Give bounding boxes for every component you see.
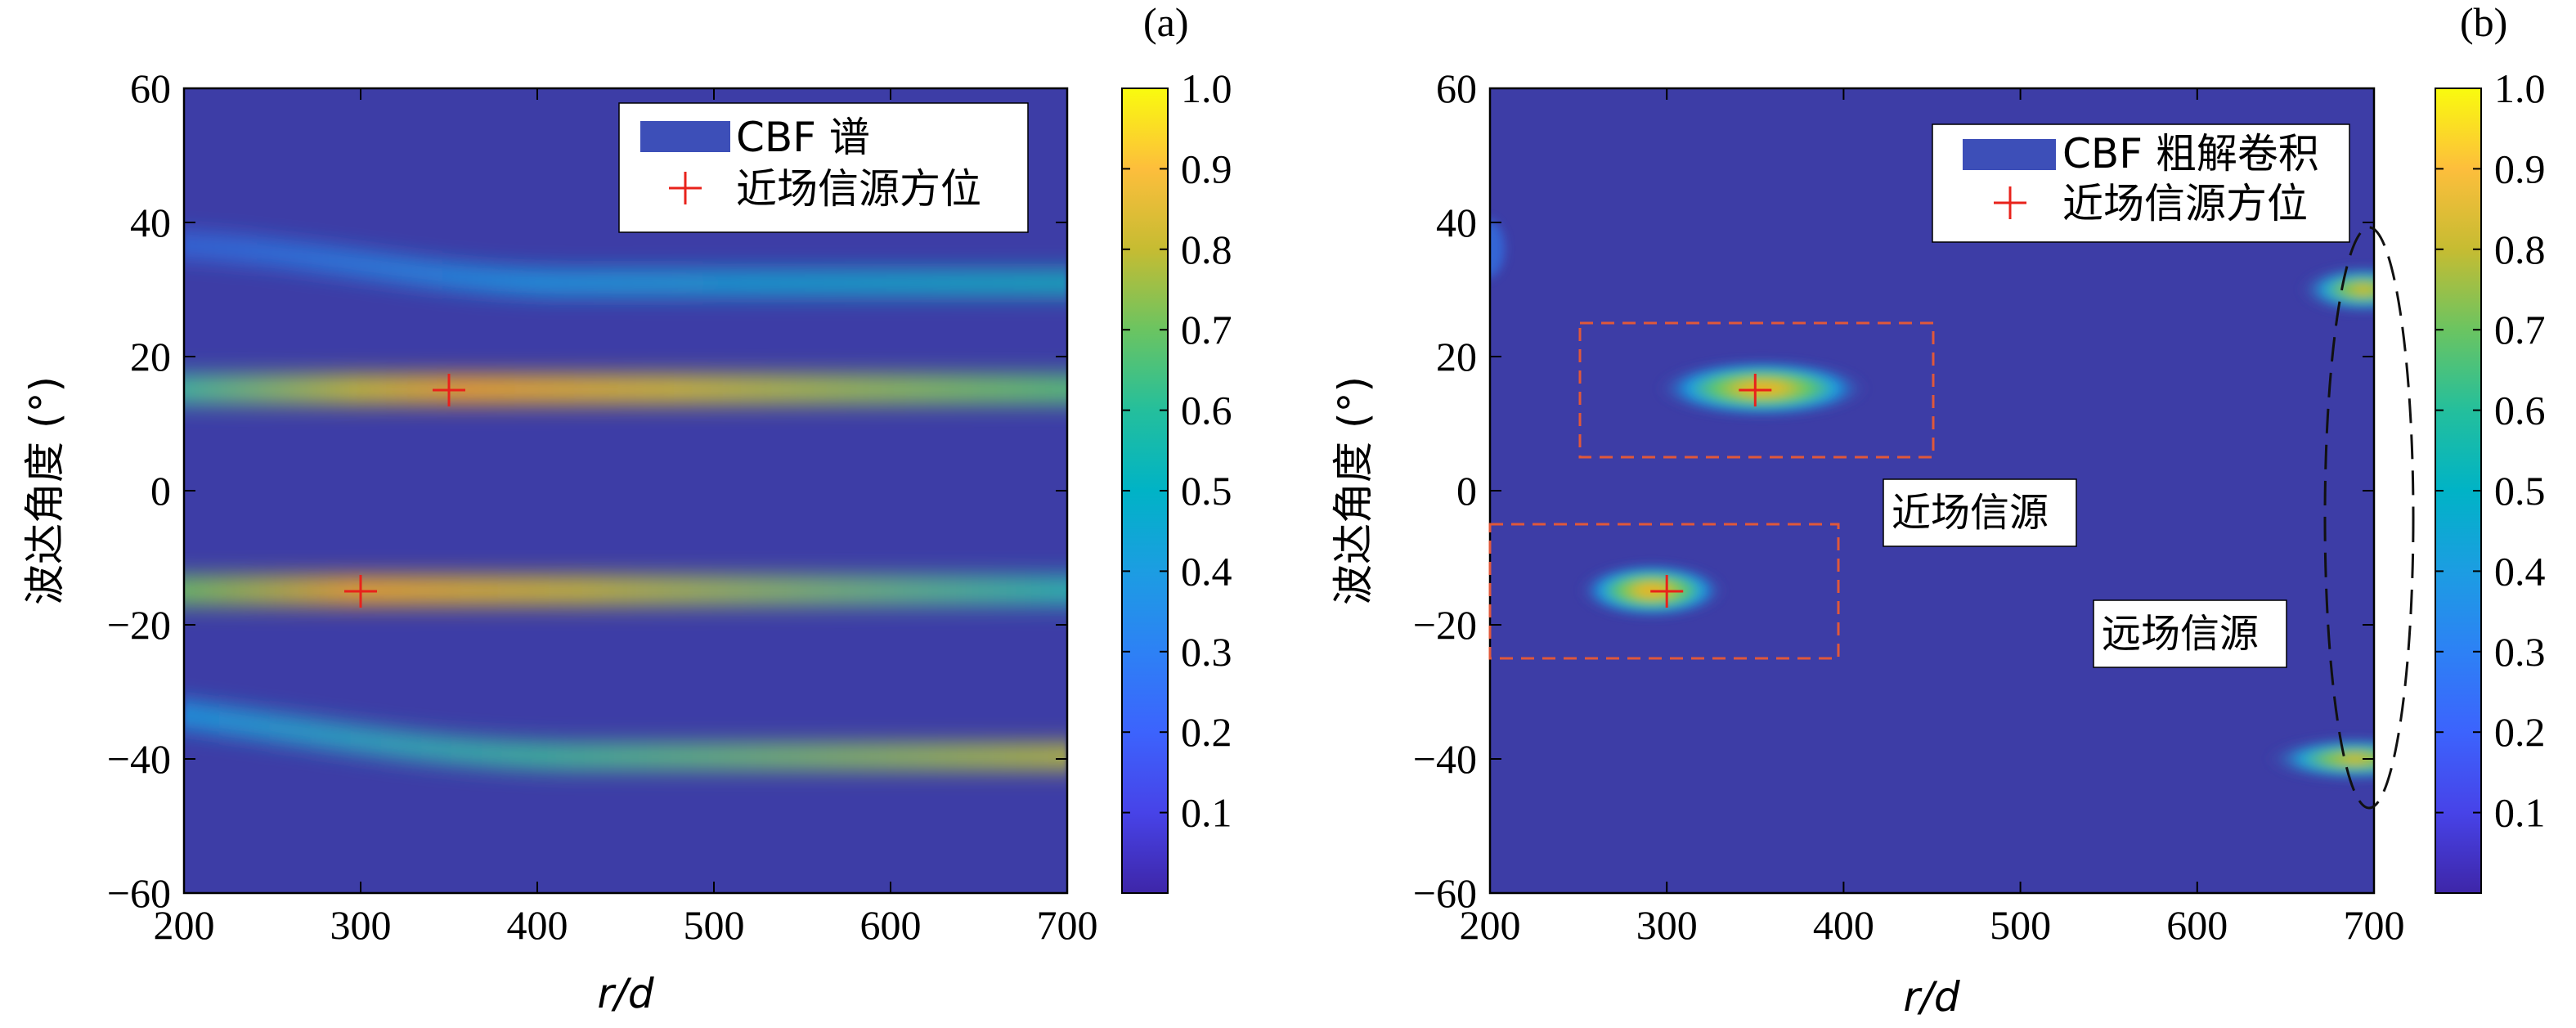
cb-tick-label-a: 0.5: [1181, 468, 1232, 514]
cb-tick-label-a: 1.0: [1181, 65, 1232, 111]
blob-b-far-m40: [2265, 736, 2374, 782]
annotation-near-box: [1883, 478, 2077, 547]
colorbar-ticks-a: 0.1 0.2 0.3 0.4 0.5 0.6 0.7 0.8 0.9 1.0: [1122, 65, 1232, 836]
legend-b-label-0: CBF 粗解卷积: [2062, 130, 2319, 177]
cb-tick-label-a: 0.1: [1181, 790, 1232, 836]
markers-b: [1650, 374, 1772, 608]
near-field-box-lower: [1488, 523, 1840, 660]
cb-tick-label-b: 0.9: [2494, 146, 2546, 191]
far-field-ellipse: [2323, 226, 2415, 810]
cb-tick-label-b: 0.1: [2494, 790, 2546, 836]
ytick-label-a: −60: [107, 870, 171, 916]
ytick-label-b: −60: [1413, 870, 1477, 916]
ridge-a-m15: [184, 577, 1067, 604]
ytick-label-a: 40: [130, 200, 171, 245]
legend-b: CBF 粗解卷积 近场信源方位: [1932, 123, 2350, 243]
ytick-label-a: −20: [107, 602, 171, 648]
xtick-label-b: 600: [2166, 902, 2228, 948]
cb-tick-label-b: 0.2: [2494, 709, 2546, 755]
blob-b-edge-36: [1490, 219, 1505, 278]
ytick-label-b: 20: [1436, 334, 1477, 379]
cb-tick-label-b: 1.0: [2494, 65, 2546, 111]
xtick-label-a: 200: [154, 902, 215, 948]
cb-tick-label-b: 0.7: [2494, 307, 2546, 352]
cb-tick-label-a: 0.6: [1181, 388, 1232, 433]
panel-label-a: (a): [1143, 0, 1189, 45]
cb-tick-label-b: 0.4: [2494, 548, 2546, 594]
ridge-a-m40: [184, 703, 1067, 769]
cb-tick-label-b: 0.5: [2494, 468, 2546, 514]
panel-label-b: (b): [2460, 0, 2507, 45]
ytick-label-a: 20: [130, 334, 171, 379]
legend-a-label-0: CBF 谱: [736, 114, 870, 161]
xtick-label-b: 300: [1636, 902, 1698, 948]
ytick-label-b: −40: [1413, 736, 1477, 782]
ytick-label-b: −20: [1413, 602, 1477, 648]
ytick-label-b: 60: [1436, 65, 1477, 111]
xtick-label-a: 400: [507, 902, 568, 948]
panel-a: 200 300 400 500 600 700 −60 −40 −20 0 20 40 60 CBF 谱…: [21, 0, 1232, 1017]
cb-tick-label-b: 0.6: [2494, 388, 2546, 433]
xtick-label-b: 400: [1813, 902, 1874, 948]
blob-b-near-15: [1656, 359, 1869, 418]
near-field-box-upper: [1578, 321, 1935, 459]
cb-tick-label-a: 0.2: [1181, 709, 1232, 755]
markers-a: [344, 374, 465, 608]
xlabel-a: r/d: [597, 970, 653, 1017]
legend-a: CBF 谱 近场信源方位: [618, 102, 1029, 233]
cb-tick-label-a: 0.9: [1181, 146, 1232, 191]
ylabel-b: 波达角度 (°): [1330, 376, 1377, 605]
cb-tick-label-b: 0.8: [2494, 227, 2546, 272]
ytick-label-b: 40: [1436, 200, 1477, 245]
xtick-label-b: 200: [1460, 902, 1521, 948]
annotation-far-field: 远场信源: [2102, 611, 2259, 657]
colorbar-ticks-b: 0.1 0.2 0.3 0.4 0.5 0.6 0.7 0.8 0.9 1.0: [2435, 65, 2546, 836]
cb-tick-label-a: 0.3: [1181, 629, 1232, 675]
ytick-label-b: 0: [1456, 468, 1477, 514]
cb-tick-label-a: 0.7: [1181, 307, 1232, 352]
annotation-far-box: [2093, 599, 2287, 668]
xlabel-b: r/d: [1903, 973, 1959, 1021]
blob-b-far-30: [2298, 265, 2374, 314]
ridge-a-15: [184, 375, 1067, 403]
legend-b-swatch: [1963, 139, 2056, 170]
xtick-label-a: 300: [330, 902, 392, 948]
ytick-label-a: −40: [107, 736, 171, 782]
xtick-label-a: 500: [684, 902, 745, 948]
legend-a-swatch: [640, 121, 730, 152]
xtick-label-b: 700: [2344, 902, 2405, 948]
ylabel-a: 波达角度 (°): [21, 376, 69, 605]
xtick-label-a: 600: [860, 902, 922, 948]
axes-a: 200 300 400 500 600 700 −60 −40 −20 0 20 40 60: [107, 65, 1098, 948]
ytick-label-a: 60: [130, 65, 171, 111]
axes-b: 200 300 400 500 600 700 −60 −40 −20 0 20 40 60: [1413, 65, 2405, 948]
legend-b-plus-icon: [1994, 186, 2026, 219]
legend-b-label-1: 近场信源方位: [2062, 180, 2308, 227]
ytick-label-a: 0: [150, 468, 171, 514]
legend-a-label-1: 近场信源方位: [736, 165, 981, 213]
legend-a-plus-icon: [669, 172, 702, 204]
cb-tick-label-a: 0.4: [1181, 548, 1232, 594]
annotation-near-field: 近场信源: [1892, 490, 2049, 536]
xtick-label-b: 500: [1990, 902, 2051, 948]
xtick-label-a: 700: [1037, 902, 1098, 948]
cb-tick-label-b: 0.3: [2494, 629, 2546, 675]
heatmap-a: [184, 234, 1067, 769]
ridge-a-30: [184, 234, 1067, 294]
cb-tick-label-a: 0.8: [1181, 227, 1232, 272]
